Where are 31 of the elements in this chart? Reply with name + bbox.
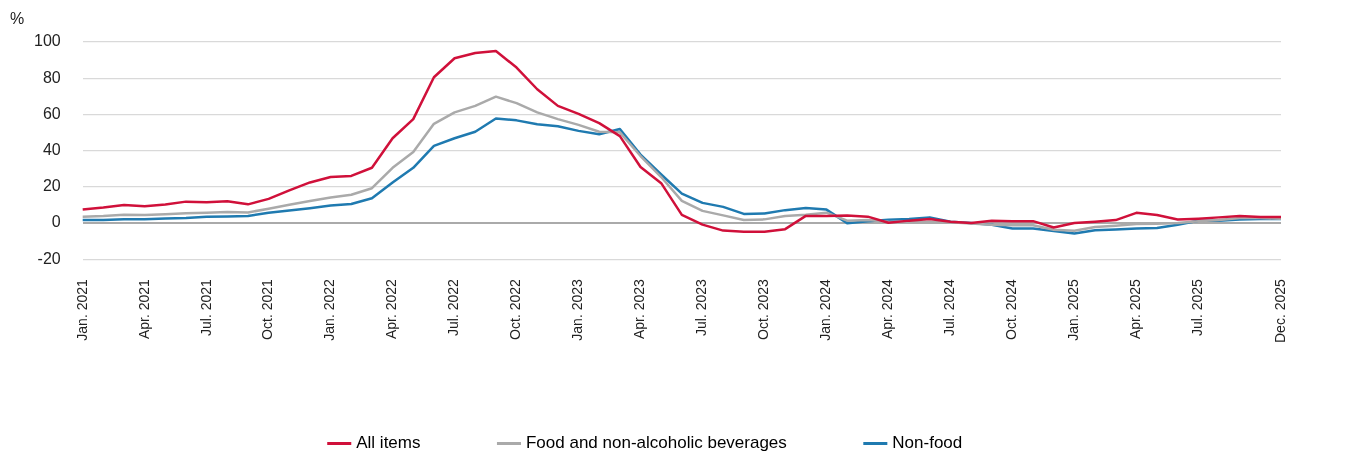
x-tick-label: Jul. 2021 — [197, 278, 214, 337]
x-tick-label: Apr. 2022 — [383, 278, 400, 340]
x-tick-label: Dec. 2025 — [1271, 278, 1288, 344]
x-tick-label: Apr. 2024 — [879, 278, 896, 340]
y-tick-label: 20 — [42, 177, 61, 195]
x-tick-label: Jan. 2025 — [1065, 278, 1082, 341]
x-tick-label: Jan. 2023 — [569, 278, 586, 341]
legend-label: Non-food — [892, 433, 963, 453]
legend-label: Food and non-alcoholic beverages — [525, 433, 787, 453]
x-tick-label: Jan. 2024 — [817, 278, 834, 341]
y-tick-label: 40 — [42, 141, 61, 158]
y-tick-label: 80 — [42, 68, 61, 86]
x-tick-label: Apr. 2025 — [1127, 278, 1144, 340]
x-tick-label: Oct. 2024 — [1003, 278, 1020, 340]
y-tick-label: 60 — [42, 104, 61, 122]
x-tick-label: Apr. 2023 — [631, 278, 648, 340]
x-tick-label: Jan. 2022 — [321, 278, 338, 341]
x-tick-label: Oct. 2021 — [259, 278, 276, 340]
x-tick-label: Jul. 2025 — [1189, 278, 1206, 337]
x-tick-label: Jul. 2022 — [445, 278, 462, 337]
x-tick-label: Jul. 2024 — [941, 278, 958, 337]
x-tick-label: Jul. 2023 — [693, 278, 710, 337]
y-axis-title: % — [10, 10, 25, 28]
y-tick-label: 0 — [51, 213, 61, 231]
x-tick-label: Jan. 2021 — [73, 278, 90, 341]
y-tick-label: -20 — [37, 249, 61, 267]
x-tick-label: Oct. 2022 — [507, 278, 524, 340]
x-tick-label: Apr. 2021 — [135, 278, 152, 340]
x-tick-label: Oct. 2023 — [755, 278, 772, 340]
y-tick-label: 100 — [33, 32, 61, 50]
legend-label: All items — [356, 433, 421, 453]
